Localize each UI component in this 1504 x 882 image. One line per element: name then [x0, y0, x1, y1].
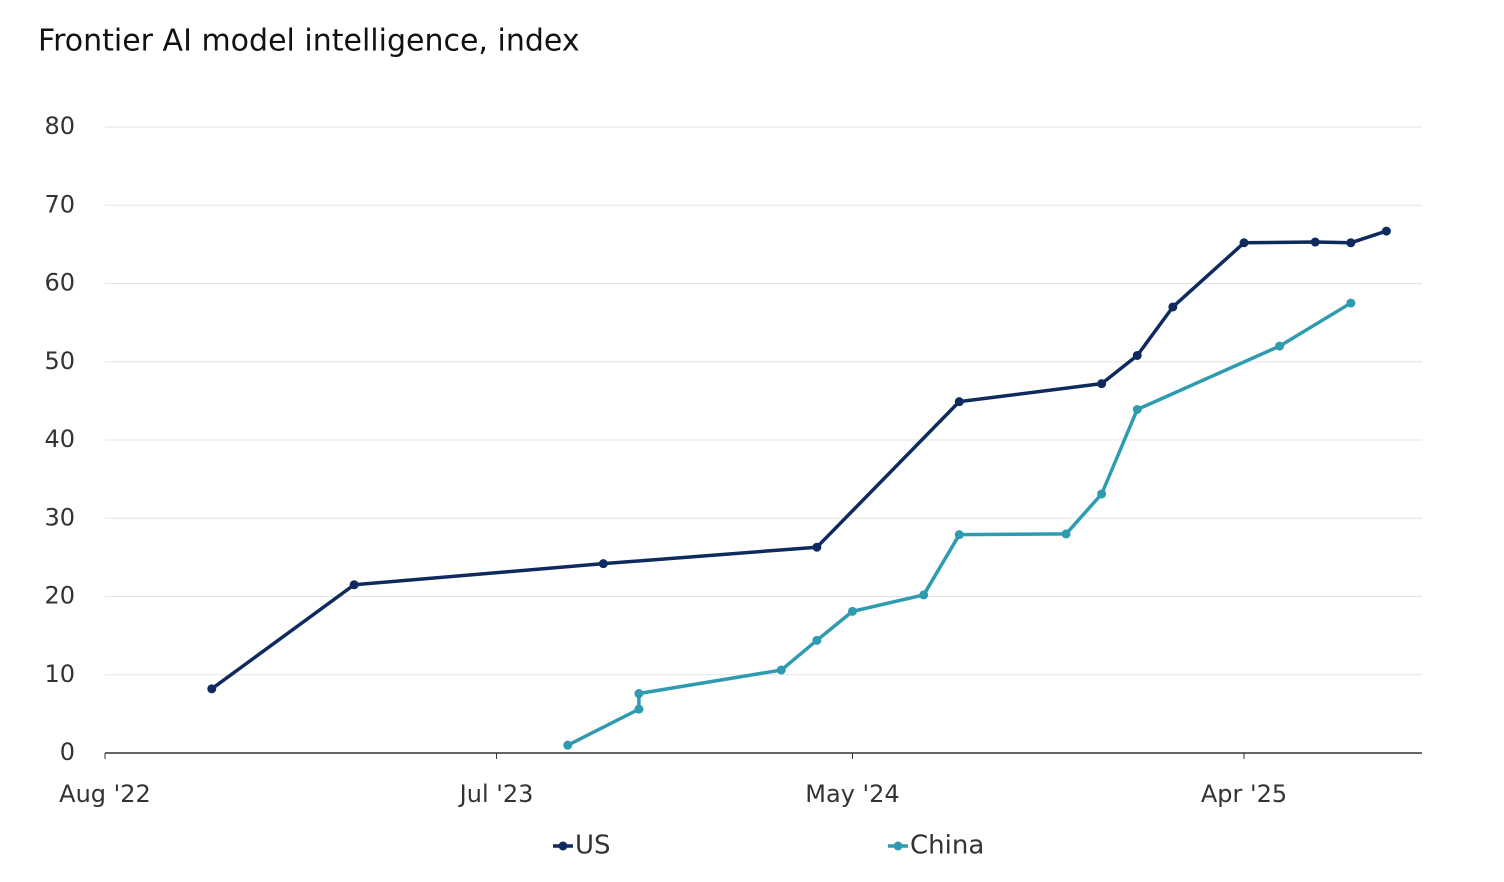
data-point: [954, 397, 964, 407]
data-point: [1381, 226, 1391, 236]
y-tick-label: 70: [44, 190, 75, 218]
x-tick-label: Apr '25: [1201, 780, 1287, 808]
data-point: [563, 740, 573, 750]
y-tick-label: 60: [44, 269, 75, 297]
data-point: [776, 665, 786, 675]
legend-marker: [893, 841, 903, 851]
data-point: [598, 559, 608, 569]
data-point: [1097, 489, 1107, 499]
y-tick-label: 10: [44, 660, 75, 688]
data-point: [349, 580, 359, 590]
y-tick-label: 0: [60, 738, 75, 766]
data-point: [1168, 302, 1178, 312]
x-tick-label: Aug '22: [59, 780, 151, 808]
legend-label: China: [910, 831, 984, 861]
data-point: [634, 689, 644, 699]
data-point: [1132, 404, 1142, 414]
series-line: [210, 229, 1387, 691]
data-point: [1275, 341, 1285, 351]
data-point: [1239, 238, 1249, 248]
data-point: [1097, 379, 1107, 389]
data-point: [954, 530, 964, 540]
data-point: [847, 606, 857, 616]
x-tick-label: May '24: [805, 780, 899, 808]
legend-marker: [558, 841, 568, 851]
data-point: [919, 590, 929, 600]
x-tick-label: Jul '23: [458, 780, 534, 808]
data-point: [1061, 529, 1071, 539]
y-tick-label: 80: [44, 112, 75, 140]
y-tick-label: 30: [44, 503, 75, 531]
data-point: [1346, 238, 1356, 248]
y-tick-label: 50: [44, 347, 75, 375]
data-point: [812, 635, 822, 645]
data-point: [207, 684, 217, 694]
chart-title: Frontier AI model intelligence, index: [38, 24, 580, 59]
data-point: [812, 542, 822, 552]
data-point: [1346, 298, 1356, 308]
data-point: [1132, 350, 1142, 360]
data-point: [634, 704, 644, 714]
data-point: [1310, 237, 1320, 247]
series-line: [566, 301, 1352, 747]
y-tick-label: 40: [44, 425, 75, 453]
legend-label: US: [575, 831, 611, 861]
y-tick-label: 20: [44, 582, 75, 610]
